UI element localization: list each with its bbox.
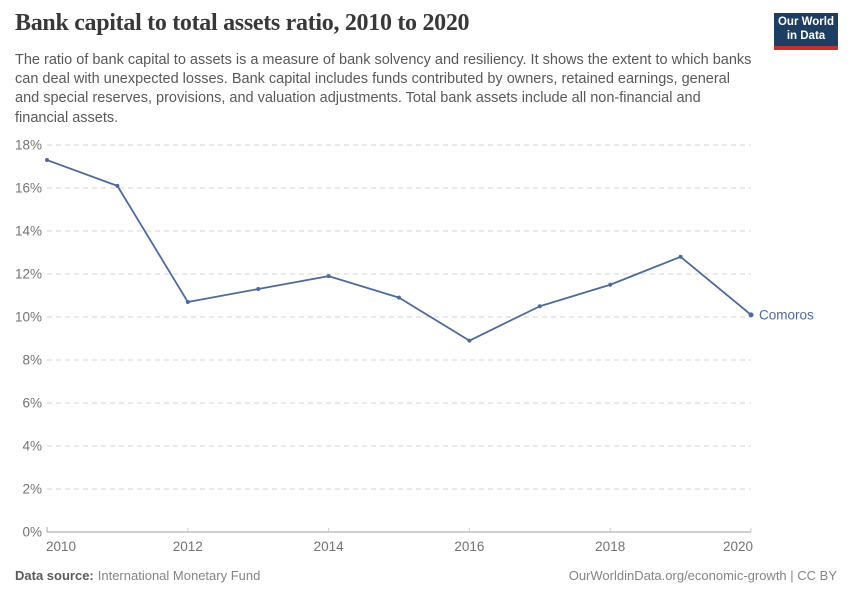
- x-axis-label-2012: 2012: [173, 539, 203, 554]
- y-axis-label-12: 12%: [15, 267, 42, 282]
- data-point-comoros-2017[interactable]: [537, 304, 542, 309]
- x-axis-label-2010: 2010: [46, 539, 76, 554]
- y-axis-label-16: 16%: [15, 181, 42, 196]
- x-axis-label-2014: 2014: [314, 539, 345, 554]
- chart-subtitle: The ratio of bank capital to assets is a…: [15, 52, 752, 126]
- data-point-comoros-2020[interactable]: [748, 312, 754, 318]
- data-source-label: Data source:: [15, 568, 94, 583]
- data-point-comoros-2015[interactable]: [397, 295, 401, 300]
- data-point-comoros-2019[interactable]: [678, 254, 683, 259]
- logo-line1: Our World: [777, 16, 834, 28]
- data-point-comoros-2010[interactable]: [45, 158, 49, 163]
- y-axis-label-18: 18%: [15, 138, 42, 153]
- data-point-comoros-2014[interactable]: [326, 274, 331, 279]
- y-axis-label-14: 14%: [15, 224, 42, 239]
- y-axis-label-4: 4%: [22, 439, 42, 454]
- logo-line2: in Data: [786, 29, 826, 42]
- x-axis-label-2020: 2020: [723, 539, 753, 554]
- data-point-comoros-2012[interactable]: [185, 299, 190, 304]
- data-point-comoros-2011[interactable]: [115, 183, 120, 188]
- page-title: Bank capital to total assets ratio, 2010…: [15, 10, 470, 36]
- x-axis-label-2016: 2016: [454, 539, 484, 554]
- entity-label-comoros[interactable]: Comoros: [759, 307, 814, 322]
- y-axis-label-2: 2%: [22, 482, 42, 497]
- data-point-comoros-2013[interactable]: [256, 287, 261, 292]
- x-axis-label-2018: 2018: [595, 539, 625, 554]
- data-source-value: International Monetary Fund: [97, 568, 261, 583]
- y-axis-label-10: 10%: [15, 310, 42, 325]
- series-line-comoros[interactable]: [46, 159, 752, 342]
- credit-link[interactable]: OurWorldinData.org/economic-growth | CC …: [568, 568, 837, 583]
- y-axis-label-8: 8%: [22, 353, 42, 368]
- data-point-comoros-2018[interactable]: [608, 282, 613, 287]
- owid-logo[interactable]: Our World in Data: [774, 13, 838, 50]
- data-source: Data source: International Monetary Fund: [15, 568, 260, 583]
- y-axis-label-0: 0%: [22, 525, 42, 540]
- data-point-comoros-2016[interactable]: [467, 338, 472, 343]
- y-axis-label-6: 6%: [22, 396, 42, 411]
